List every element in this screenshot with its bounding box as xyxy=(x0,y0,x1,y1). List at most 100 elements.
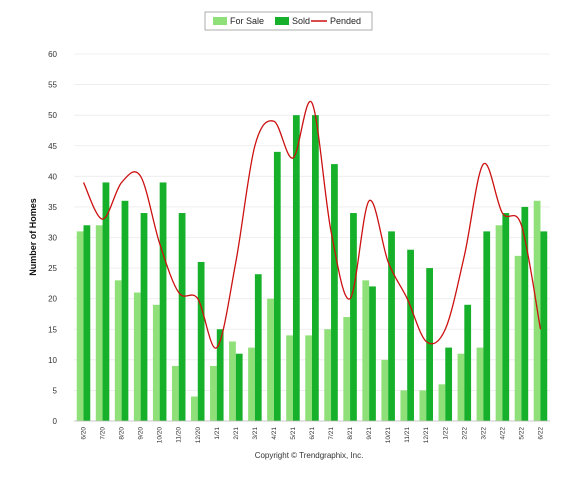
bar-sold xyxy=(445,347,453,421)
x-tick-label: 11/21 xyxy=(404,427,411,443)
bar-for-sale xyxy=(152,304,160,421)
bar-sold xyxy=(521,206,529,421)
bar-for-sale xyxy=(286,335,293,421)
y-tick-label: 40 xyxy=(48,172,57,181)
bar-for-sale xyxy=(438,384,446,421)
y-axis-label: Number of Homes xyxy=(28,198,38,276)
x-tick-label: 3/21 xyxy=(252,427,259,440)
bar-sold xyxy=(197,261,205,421)
line-pended xyxy=(82,100,542,349)
bar-for-sale xyxy=(495,225,503,421)
bar-for-sale xyxy=(400,390,408,421)
bar-sold xyxy=(292,115,300,422)
bar-for-sale xyxy=(76,231,84,421)
bar-sold xyxy=(502,213,510,421)
x-tick-label: 6/21 xyxy=(309,427,316,440)
legend: For Sale Sold Pended xyxy=(204,11,373,31)
y-tick-label: 35 xyxy=(48,203,57,212)
bar-sold xyxy=(388,231,395,421)
pended-series xyxy=(82,100,542,349)
bar-for-sale xyxy=(419,390,427,421)
legend-label-sold: Sold xyxy=(292,16,310,26)
bar-for-sale xyxy=(210,365,217,421)
y-tick-label: 45 xyxy=(48,142,57,151)
x-tick-label: 7/20 xyxy=(100,427,107,440)
x-tick-label: 12/20 xyxy=(195,427,202,444)
bar-sold xyxy=(312,115,319,422)
bar-for-sale xyxy=(476,347,484,421)
bar-sold xyxy=(121,200,129,421)
x-tick-label: 4/21 xyxy=(271,427,278,440)
x-tick-label: 6/20 xyxy=(81,427,88,440)
x-tick-label: 4/22 xyxy=(499,427,506,440)
bar-sold xyxy=(159,182,167,421)
bar-sold xyxy=(216,329,224,421)
bar-sold xyxy=(350,213,357,421)
bar-sold xyxy=(426,268,433,421)
x-axis-ticks: 6/20 7/20 8/20 9/20 10/20 11/20 12/20 1/21 2/21 3… xyxy=(81,427,545,444)
bar-sold xyxy=(83,225,91,421)
bar-for-sale xyxy=(191,396,198,421)
x-tick-label: 10/20 xyxy=(157,427,164,444)
y-axis-ticks: 0 5 10 15 20 25 30 35 40 45 50 55 60 xyxy=(48,50,57,426)
legend-label-pended: Pended xyxy=(330,16,361,26)
x-tick-label: 5/21 xyxy=(290,427,297,440)
x-tick-label: 9/20 xyxy=(138,427,145,440)
bar-for-sale xyxy=(248,347,255,421)
bar-for-sale xyxy=(381,359,389,421)
x-tick-label: 3/22 xyxy=(480,427,487,440)
bar-for-sale xyxy=(324,329,332,421)
x-tick-label: 12/21 xyxy=(423,427,430,444)
y-tick-label: 50 xyxy=(48,111,57,120)
y-tick-label: 0 xyxy=(53,417,58,426)
bar-for-sale xyxy=(95,225,103,421)
bar-for-sale xyxy=(305,335,312,421)
x-tick-label: 11/20 xyxy=(176,427,183,443)
y-tick-label: 10 xyxy=(48,356,57,365)
x-tick-label: 8/21 xyxy=(347,427,354,440)
x-tick-label: 8/20 xyxy=(119,427,126,440)
y-tick-label: 15 xyxy=(48,325,57,334)
bar-for-sale xyxy=(343,317,351,421)
bar-for-sale xyxy=(362,280,370,421)
bar-sold xyxy=(102,182,110,421)
copyright-text: Copyright © Trendgraphix, Inc. xyxy=(255,451,364,460)
bar-sold xyxy=(369,286,376,421)
bar-for-sale xyxy=(514,255,522,421)
y-tick-label: 60 xyxy=(48,50,57,59)
x-tick-label: 1/21 xyxy=(214,427,221,440)
x-tick-label: 10/21 xyxy=(385,427,392,444)
x-tick-label: 2/22 xyxy=(461,427,468,440)
y-tick-label: 55 xyxy=(48,81,57,90)
bar-sold xyxy=(331,164,338,421)
bar-sold xyxy=(483,231,491,421)
bar-sold xyxy=(464,304,472,421)
bar-for-sale xyxy=(114,280,122,421)
y-tick-label: 30 xyxy=(48,234,57,243)
x-tick-label: 2/21 xyxy=(233,427,240,440)
bar-for-sale xyxy=(133,292,141,421)
x-tick-label: 5/22 xyxy=(518,427,525,440)
legend-swatch-sold xyxy=(275,17,289,25)
x-tick-label: 6/22 xyxy=(537,427,544,440)
bar-sold xyxy=(235,353,243,421)
y-tick-label: 20 xyxy=(48,295,57,304)
bar-sold xyxy=(273,151,281,421)
bar-for-sale xyxy=(267,298,274,421)
bar-for-sale xyxy=(229,341,236,421)
bar-for-sale xyxy=(171,365,179,421)
bar-sold xyxy=(540,231,548,421)
bar-sold xyxy=(178,213,186,421)
bar-sold xyxy=(254,274,262,421)
legend-swatch-for-sale xyxy=(213,17,227,25)
legend-label-for-sale: For Sale xyxy=(230,16,264,26)
y-tick-label: 25 xyxy=(48,264,57,273)
bars xyxy=(76,115,548,422)
x-tick-label: 9/21 xyxy=(366,427,373,440)
x-tick-label: 1/22 xyxy=(442,427,449,440)
bar-sold xyxy=(407,249,414,421)
bar-sold xyxy=(140,213,148,421)
x-tick-label: 7/21 xyxy=(328,427,335,440)
bar-for-sale xyxy=(457,353,465,421)
